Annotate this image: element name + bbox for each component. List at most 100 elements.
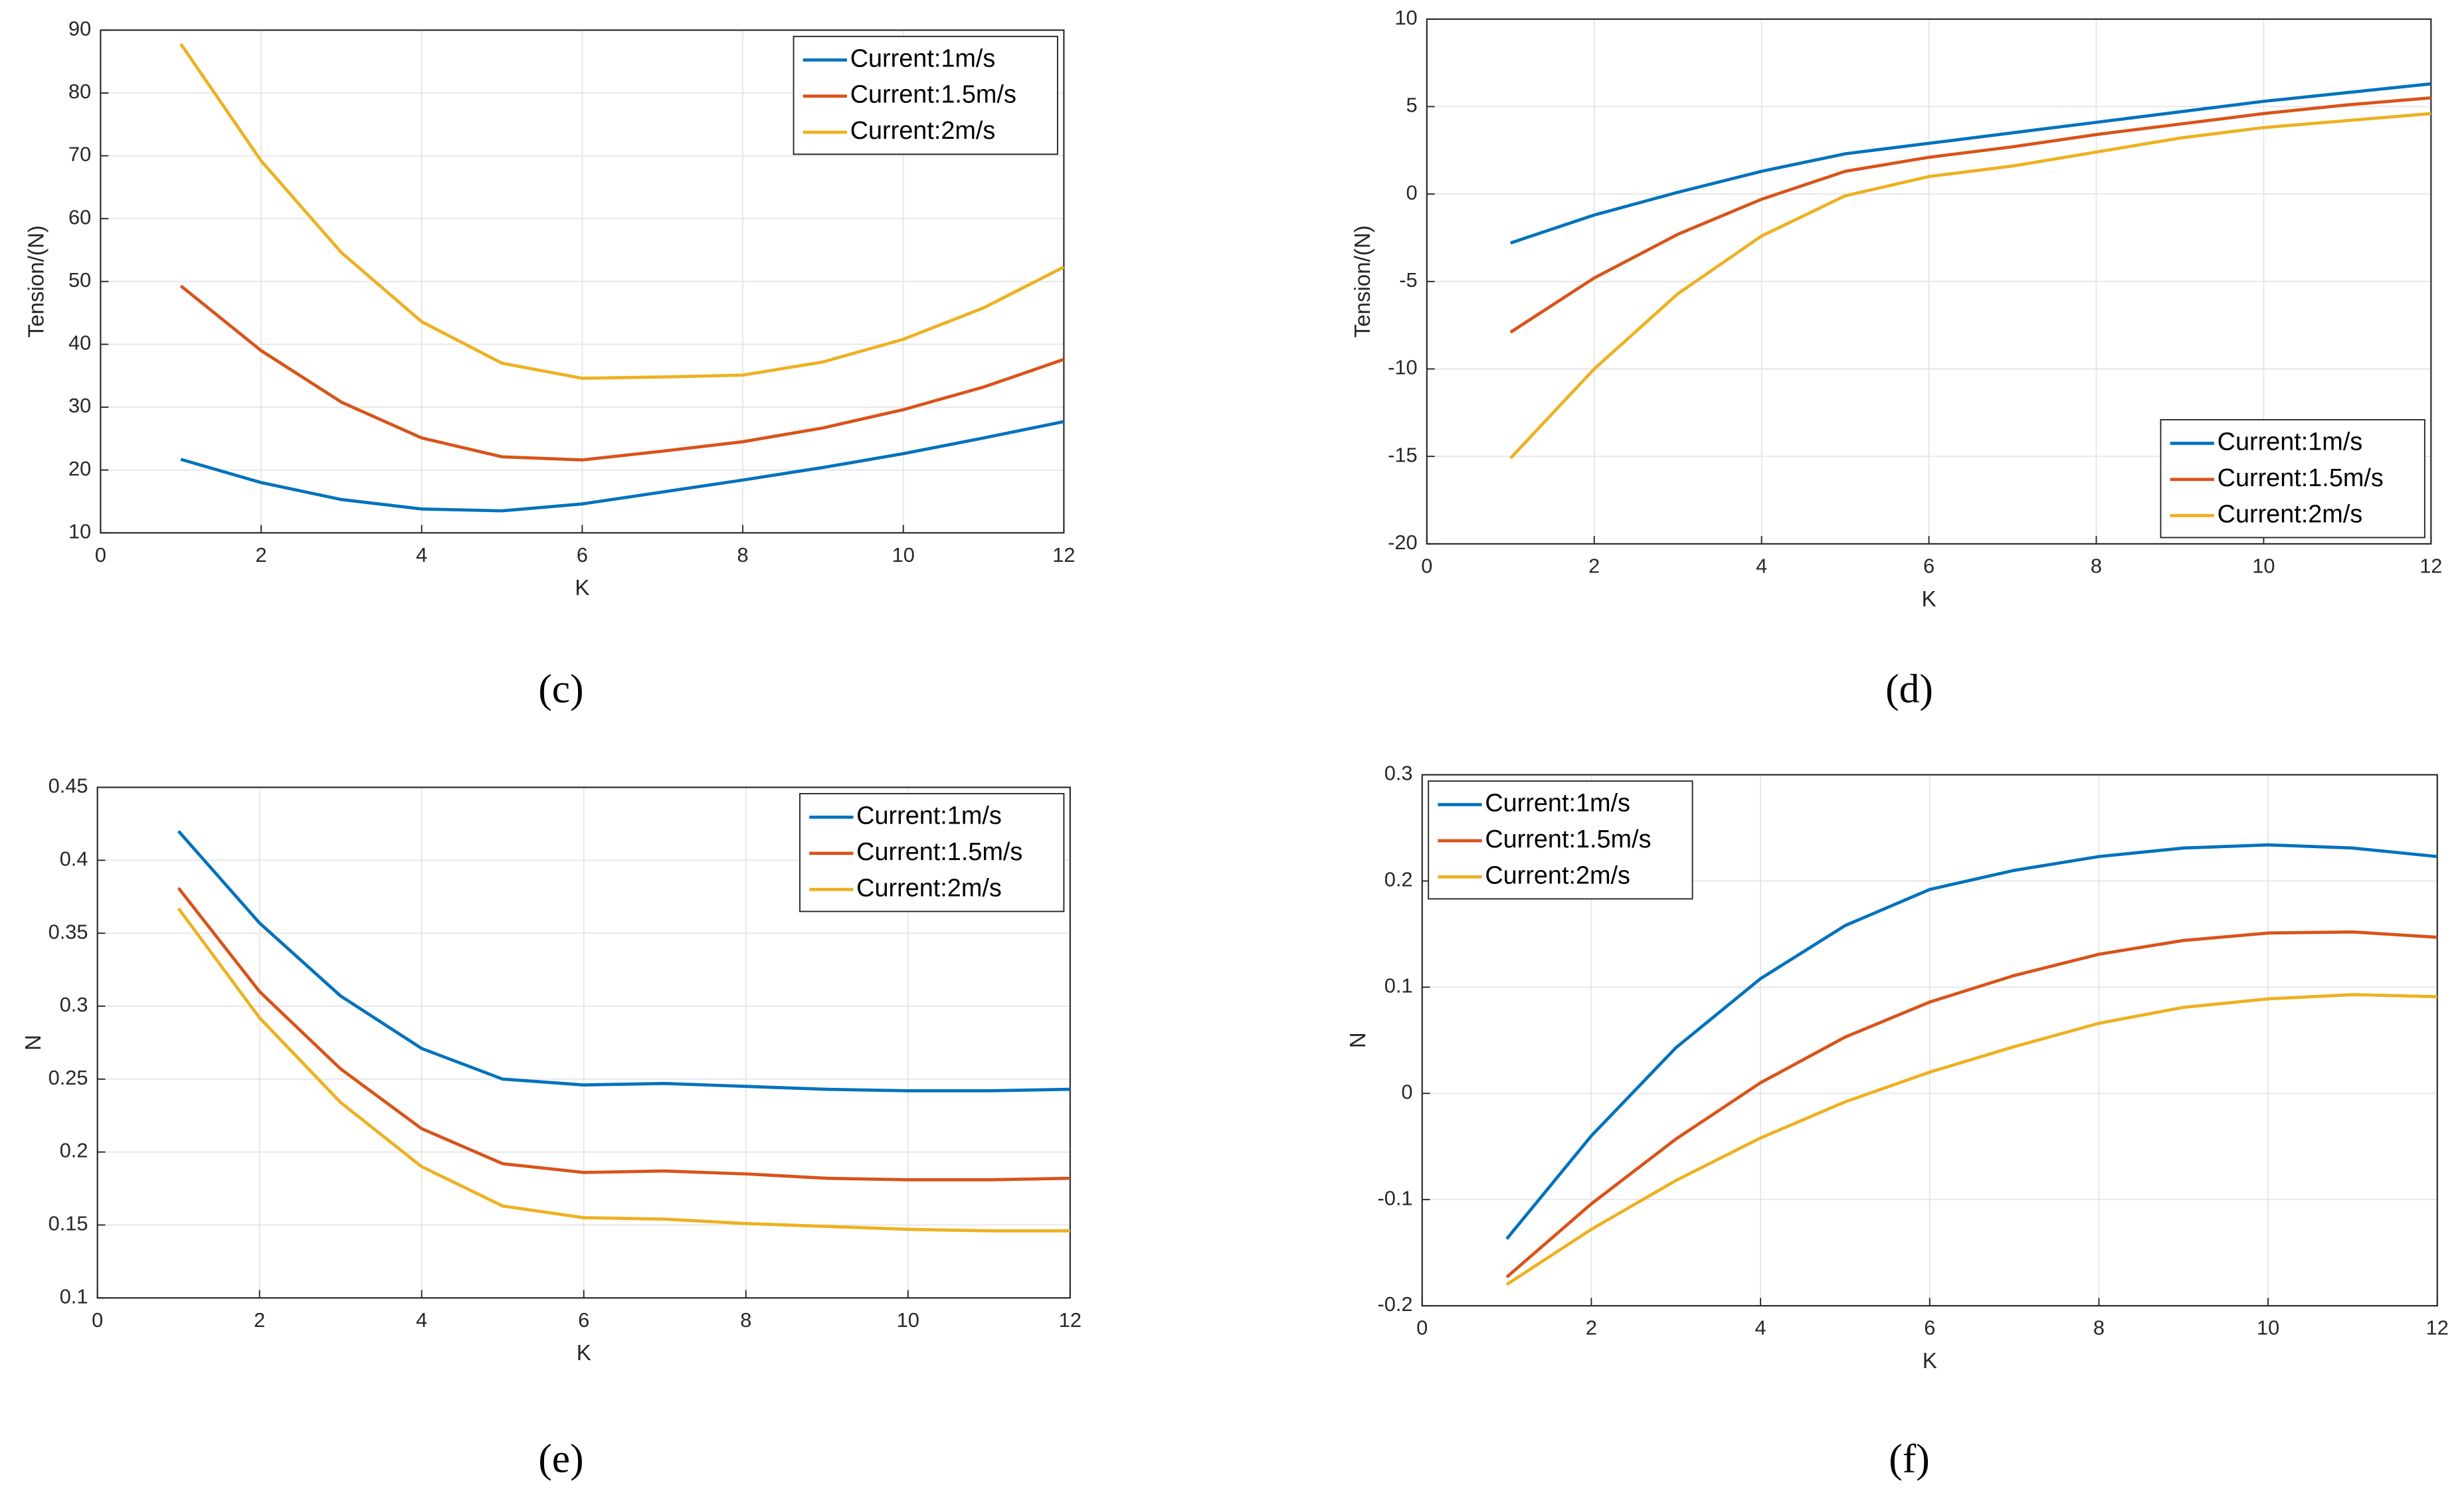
- y-tick-label: 10: [1394, 6, 1417, 29]
- x-tick-label: 10: [2257, 1316, 2279, 1340]
- data-line: [1510, 82, 2431, 245]
- data-line: [1505, 843, 2438, 1240]
- y-tick-label: -0.1: [1378, 1186, 1413, 1209]
- x-tick-label: 2: [1586, 1316, 1597, 1340]
- x-tick-label: 2: [254, 1308, 265, 1332]
- legend-label: Current:1m/s: [856, 802, 1002, 830]
- legend-label: Current:1m/s: [2218, 428, 2363, 456]
- chart: 0 2 4 6 8 10 12 0.1 0.15 0.2 0.25 0.3 0.35 0.4 0.45 K N C…: [21, 774, 1082, 1482]
- axes-box: [100, 29, 1065, 534]
- x-tick-label: 4: [416, 543, 427, 567]
- data-line: [1509, 96, 2431, 334]
- x-tick-label: 0: [92, 1308, 103, 1332]
- y-tick-label: 0: [1406, 181, 1418, 204]
- x-tick-label: 2: [1588, 554, 1600, 577]
- x-tick-label: 8: [2091, 554, 2102, 577]
- x-axis-label: K: [1922, 587, 1937, 612]
- y-tick-label: -20: [1388, 531, 1417, 554]
- y-tick-label: 80: [68, 80, 91, 103]
- y-tick-label: 0.1: [1384, 974, 1413, 998]
- x-tick-label: 6: [577, 543, 588, 567]
- x-axis-label: K: [575, 576, 589, 600]
- legend-label: Current:1m/s: [1485, 790, 1630, 818]
- chart: 0 2 4 6 8 10 12 -20 -15 -10 -5 0 5 10 K Tension/(N) Curr…: [1351, 6, 2442, 712]
- legend-label: Current:1.5m/s: [850, 81, 1016, 109]
- data-line: [1505, 930, 2437, 1278]
- legend-label: Current:2m/s: [2218, 500, 2363, 528]
- y-tick-label: -10: [1388, 356, 1417, 379]
- y-tick-label: 0.3: [1384, 762, 1413, 785]
- x-tick-label: 8: [740, 1308, 751, 1332]
- y-tick-label: 5: [1406, 94, 1418, 117]
- x-tick-label: 12: [1059, 1308, 1082, 1332]
- x-tick-label: 12: [1052, 543, 1075, 567]
- y-tick-label: 90: [68, 17, 91, 40]
- y-axis-label: Tension/(N): [1351, 225, 1375, 337]
- x-tick-label: 10: [892, 543, 915, 567]
- y-tick-label: 0.45: [48, 774, 88, 798]
- x-tick-label: 8: [737, 543, 749, 567]
- legend: Current:1m/s Current:1.5m/s Current:2m/s: [799, 793, 1065, 913]
- x-tick-label: 4: [416, 1308, 427, 1332]
- x-tick-label: 10: [2252, 554, 2275, 577]
- x-tick-label: 12: [2426, 1316, 2449, 1340]
- y-tick-label: 70: [68, 143, 91, 166]
- caption: (c): [538, 667, 583, 712]
- x-tick-label: 2: [256, 543, 267, 567]
- x-tick-label: 0: [95, 543, 106, 567]
- axes-box: [1421, 774, 2438, 1307]
- data-line: [179, 43, 1065, 380]
- caption: (d): [1885, 667, 1933, 712]
- y-tick-label: 0.35: [48, 920, 88, 943]
- y-tick-label: 0: [1401, 1080, 1412, 1103]
- chart: 0 2 4 6 8 10 12 10 20 30 40 50 60 70 80 90 K Tension/(N) C…: [25, 17, 1076, 711]
- y-tick-label: 60: [68, 205, 91, 228]
- x-tick-label: 6: [1923, 554, 1935, 577]
- y-tick-label: 0.3: [60, 993, 88, 1016]
- y-tick-label: 10: [68, 519, 91, 543]
- x-tick-label: 0: [1416, 1316, 1428, 1340]
- legend-label: Current:2m/s: [856, 874, 1002, 902]
- x-axis-label: K: [1923, 1349, 1937, 1373]
- data-line: [177, 887, 1070, 1182]
- legend-label: Current:1m/s: [850, 44, 996, 72]
- legend: Current:1m/s Current:1.5m/s Current:2m/s: [1428, 780, 1693, 900]
- data-line: [1509, 112, 2431, 460]
- caption: (e): [538, 1437, 583, 1482]
- legend-label: Current:1.5m/s: [856, 838, 1022, 866]
- y-tick-label: 0.15: [48, 1212, 88, 1235]
- y-tick-label: -15: [1388, 443, 1417, 466]
- x-tick-label: 4: [1755, 1316, 1766, 1340]
- y-tick-label: 0.2: [1384, 868, 1413, 891]
- x-tick-label: 12: [2419, 554, 2442, 577]
- legend-label: Current:1.5m/s: [2218, 464, 2384, 492]
- y-axis-label: Tension/(N): [25, 225, 49, 337]
- chart: 0 2 4 6 8 10 12 -0.2 -0.1 0 0.1 0.2 0.3 K N Current:1m/…: [1346, 762, 2449, 1482]
- y-tick-label: 20: [68, 457, 91, 480]
- legend: Current:1m/s Current:1.5m/s Current:2m/s: [2160, 419, 2425, 539]
- caption: (f): [1889, 1437, 1929, 1482]
- data-line: [1505, 993, 2437, 1286]
- y-tick-label: 30: [68, 394, 91, 417]
- y-axis-label: N: [21, 1035, 46, 1051]
- legend-label: Current:2m/s: [1485, 861, 1630, 889]
- x-axis-label: K: [577, 1341, 591, 1365]
- x-tick-label: 8: [2093, 1316, 2105, 1340]
- legend-label: Current:2m/s: [850, 117, 996, 145]
- legend: Current:1m/s Current:1.5m/s Current:2m/s: [793, 35, 1058, 155]
- y-tick-label: 40: [68, 331, 91, 355]
- y-axis-label: N: [1346, 1032, 1371, 1048]
- data-line: [177, 830, 1070, 1093]
- x-tick-label: 10: [897, 1308, 919, 1332]
- legend-label: Current:1.5m/s: [1485, 826, 1651, 853]
- data-line: [180, 420, 1064, 513]
- x-tick-label: 6: [578, 1308, 589, 1332]
- y-tick-label: 0.1: [60, 1284, 88, 1308]
- x-tick-label: 6: [1924, 1316, 1935, 1340]
- axes-box: [96, 786, 1071, 1299]
- data-line: [177, 907, 1070, 1233]
- x-tick-label: 0: [1421, 554, 1432, 577]
- y-tick-label: 0.4: [60, 847, 88, 870]
